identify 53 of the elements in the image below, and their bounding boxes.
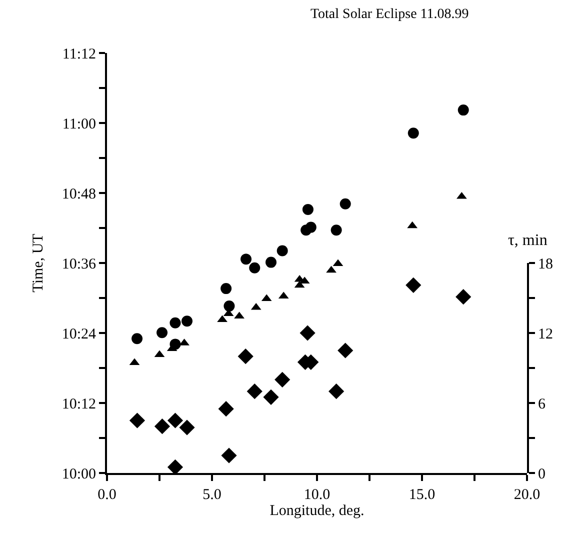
y-tick-label: 10:12 [62,396,96,412]
point [340,198,351,210]
point [263,389,279,405]
x-tick-label: 20.0 [514,487,540,503]
y-tick-label: 10:36 [62,256,96,272]
y2-tick-label: 12 [538,326,553,342]
point [406,277,422,293]
point [456,289,472,305]
y-tick-label: 10:24 [62,326,96,342]
point [330,224,342,236]
point [246,384,262,400]
y-tick-label: 10:00 [62,466,96,482]
point [154,418,170,434]
y2-tick-label: 6 [538,396,546,412]
point [276,245,288,256]
point [338,342,354,358]
point [266,256,277,268]
y2-tick-label: 0 [538,466,546,482]
point [458,104,469,116]
x-tick-label: 10.0 [304,487,330,503]
x-tick-label: 5.0 [202,487,222,503]
chart-title: Total Solar Eclipse 11.08.99 [310,6,469,22]
point [408,128,419,139]
x-tick-label: 0.0 [98,487,116,503]
point [179,420,195,436]
point [238,348,254,364]
point [132,333,143,344]
point [167,459,184,473]
y2-tick-label: 18 [538,256,553,272]
point [220,283,232,294]
point [170,317,181,328]
point [249,262,260,274]
point [326,266,336,273]
x-tick-label: 15.0 [408,487,436,503]
point [305,222,316,233]
point [182,316,193,327]
point [274,372,290,388]
y-tick-label: 11:00 [62,116,96,132]
y-tick-label: 10:48 [62,186,96,202]
x-axis-title: Longitude, deg. [270,503,364,519]
point [224,300,235,312]
point [240,254,252,265]
point [221,448,237,464]
y-tick-label: 11:12 [62,46,96,62]
y-axis-title: Time, UT [30,234,47,292]
point [218,401,234,417]
point [129,412,146,428]
point [156,327,168,338]
y2-axis-title: τ, min [508,232,548,249]
point [302,204,314,215]
point [328,384,344,400]
point [300,325,316,341]
point [167,412,184,428]
